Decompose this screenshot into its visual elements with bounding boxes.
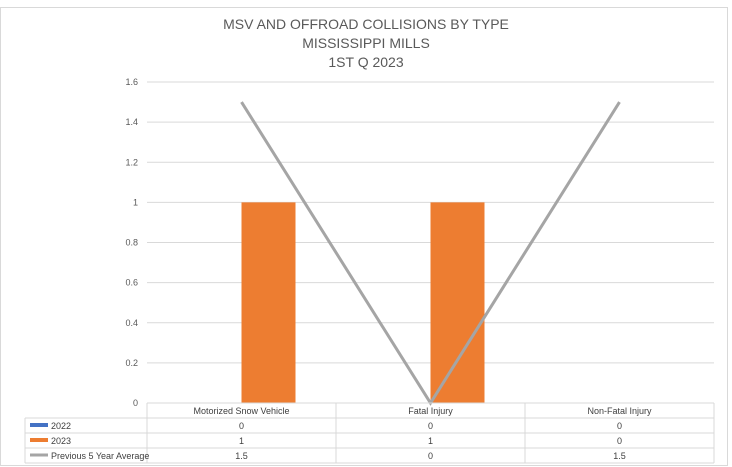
table-value: 0 (428, 451, 433, 461)
legend-label: 2023 (51, 436, 71, 446)
y-tick-label: 0 (133, 398, 138, 408)
chart-title-line-3: 1ST Q 2023 (328, 54, 403, 70)
y-tick-label: 0.2 (125, 358, 138, 368)
bars (241, 202, 485, 403)
table-value: 1.5 (235, 451, 248, 461)
table-value: 1.5 (613, 451, 626, 461)
legend-key-2022 (30, 423, 48, 427)
y-tick-label: 1.4 (125, 117, 138, 127)
x-category-label: Motorized Snow Vehicle (193, 406, 289, 416)
legend-key-2023 (30, 438, 48, 442)
chart-title-line-2: MISSISSIPPI MILLS (302, 35, 430, 51)
y-tick-label: 1.2 (125, 157, 138, 167)
table-value: 1 (428, 436, 433, 446)
chart-title-line-1: MSV AND OFFROAD COLLISIONS BY TYPE (223, 16, 509, 32)
y-tick-label: 0.8 (125, 238, 138, 248)
table-value: 0 (239, 421, 244, 431)
data-table: Motorized Snow Vehicle Fatal Injury Non-Fa… (24, 402, 715, 464)
bar-2023-0 (241, 202, 296, 403)
x-category-label: Fatal Injury (408, 406, 453, 416)
bar-2023-1 (430, 202, 485, 403)
table-value: 1 (239, 436, 244, 446)
table-value: 0 (428, 421, 433, 431)
y-tick-label: 0.6 (125, 278, 138, 288)
table-value: 0 (617, 421, 622, 431)
y-tick-label: 1 (133, 197, 138, 207)
y-tick-label: 0.4 (125, 318, 138, 328)
legend-label: Previous 5 Year Average (51, 451, 149, 461)
y-axis-ticks: 0 0.2 0.4 0.6 0.8 1 1.2 1.4 1.6 (125, 77, 138, 408)
y-tick-label: 1.6 (125, 77, 138, 87)
chart-frame (0, 7, 728, 466)
table-value: 0 (617, 436, 622, 446)
x-category-label: Non-Fatal Injury (587, 406, 652, 416)
legend-label: 2022 (51, 421, 71, 431)
